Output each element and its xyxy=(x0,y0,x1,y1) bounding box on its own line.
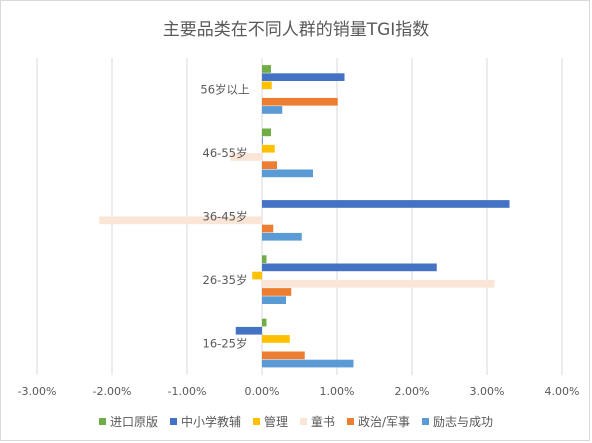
category-label: 36-45岁 xyxy=(203,210,248,224)
bar xyxy=(262,335,290,343)
bar xyxy=(262,81,272,90)
x-tick-label: 4.00% xyxy=(545,385,580,398)
legend-swatch xyxy=(422,418,430,425)
bar xyxy=(262,97,338,106)
bar xyxy=(262,296,286,304)
bar xyxy=(230,153,262,161)
legend-label: 中小学教辅 xyxy=(180,415,241,429)
x-tick-label: -3.00% xyxy=(18,385,57,398)
bar xyxy=(262,144,275,153)
bar xyxy=(262,263,437,272)
bar xyxy=(99,216,262,225)
legend-item: 童书 xyxy=(299,413,335,430)
x-tick-label: -2.00% xyxy=(93,385,132,398)
legend-label: 管理 xyxy=(263,415,288,429)
category-label: 16-25岁 xyxy=(203,336,248,350)
chart-title: 主要品类在不同人群的销量TGI指数 xyxy=(162,20,430,40)
category-label: 46-55岁 xyxy=(203,146,248,160)
bar xyxy=(262,169,313,178)
legend-swatch xyxy=(299,418,307,425)
legend-label: 励志与成功 xyxy=(433,415,494,429)
legend-item: 政治/军事 xyxy=(347,413,410,430)
legend-label: 政治/军事 xyxy=(358,415,411,429)
legend-swatch xyxy=(169,418,177,425)
x-tick-label: -1.00% xyxy=(168,385,207,398)
bar xyxy=(262,200,510,208)
bar xyxy=(262,65,271,73)
bar xyxy=(262,232,302,241)
x-tick-label: 2.00% xyxy=(395,385,430,398)
bar xyxy=(262,318,267,327)
legend-label: 童书 xyxy=(310,415,335,429)
bar xyxy=(262,106,283,114)
bar xyxy=(262,288,292,296)
x-tick-label: 3.00% xyxy=(470,385,505,398)
bar xyxy=(235,326,262,335)
legend: 进口原版 中小学教辅 管理 童书 政治/军事 励志与成功 xyxy=(1,413,591,430)
legend-swatch xyxy=(98,418,106,425)
legend-item: 励志与成功 xyxy=(422,413,493,430)
bar xyxy=(262,224,274,233)
category-label: 26-35岁 xyxy=(203,273,248,287)
legend-label: 进口原版 xyxy=(109,415,158,429)
category-label: 56岁以上 xyxy=(200,83,249,97)
bar xyxy=(262,359,354,368)
bar xyxy=(262,128,271,137)
x-tick-label: 0.00% xyxy=(245,385,280,398)
bar xyxy=(262,136,263,145)
legend-swatch xyxy=(347,418,354,425)
bar xyxy=(262,255,267,263)
legend-item: 中小学教辅 xyxy=(169,413,241,430)
bar xyxy=(262,351,305,360)
legend-swatch xyxy=(252,418,260,425)
bar xyxy=(262,73,345,81)
bar xyxy=(252,271,262,280)
x-tick-label: 1.00% xyxy=(320,385,355,398)
bar xyxy=(262,161,277,169)
bar xyxy=(262,279,495,288)
legend-item: 管理 xyxy=(252,413,288,430)
legend-item: 进口原版 xyxy=(98,413,158,430)
